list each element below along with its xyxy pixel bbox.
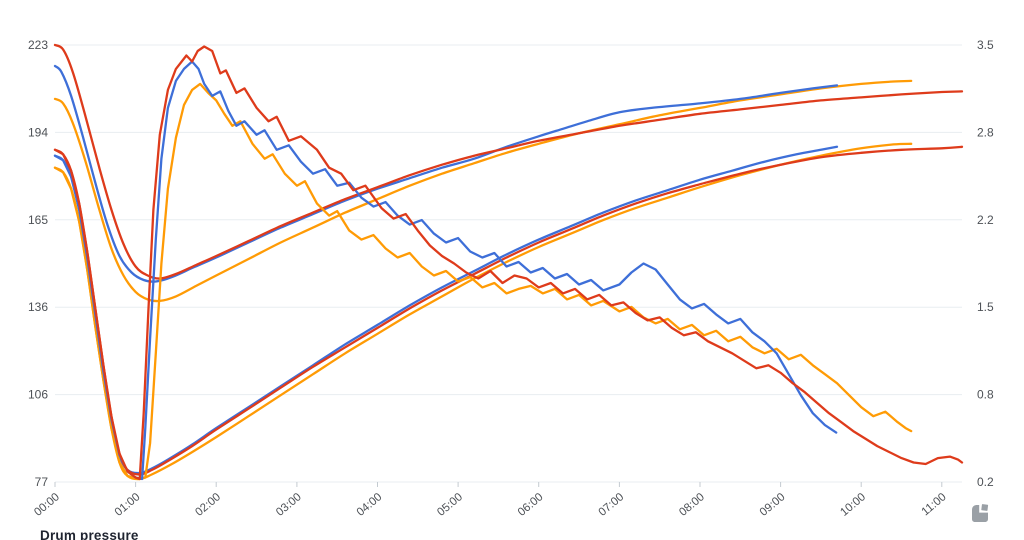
x-tick-label: 05:00 <box>435 491 465 519</box>
series-line-lower-smooth-orange <box>53 142 913 481</box>
x-tick-label: 07:00 <box>597 491 627 519</box>
x-tick-label: 10:00 <box>838 491 868 519</box>
series-line-noisy-red <box>53 45 964 481</box>
x-tick-label: 06:00 <box>516 491 546 519</box>
x-tick-label: 03:00 <box>274 491 304 519</box>
y-right-tick-label: 0.2 <box>977 475 994 489</box>
x-tick-label: 00:00 <box>32 491 62 519</box>
chart-title: Drum pressure <box>40 528 139 540</box>
y-right-tick-label: 0.8 <box>977 388 994 402</box>
y-left-tick-label: 223 <box>28 38 48 52</box>
x-tick-label: 11:00 <box>920 491 949 518</box>
y-right-tick-label: 1.5 <box>977 300 994 314</box>
y-left-tick-label: 106 <box>28 388 48 402</box>
y-left-tick-label: 165 <box>28 213 48 227</box>
y-right-tick-label: 2.2 <box>977 213 994 227</box>
x-tick-label: 04:00 <box>355 491 385 519</box>
x-tick-label: 01:00 <box>113 491 143 519</box>
y-left-tick-label: 194 <box>28 125 48 139</box>
y-right-tick-label: 2.8 <box>977 125 994 139</box>
y-left-tick-label: 136 <box>28 300 48 314</box>
x-tick-label: 09:00 <box>758 491 788 519</box>
losant-logo-icon <box>968 501 992 525</box>
series-line-upper-smooth-red <box>53 43 964 280</box>
series-line-upper-smooth-blue <box>53 64 839 283</box>
y-right-tick-label: 3.5 <box>977 38 994 52</box>
x-tick-label: 02:00 <box>193 491 223 519</box>
y-left-tick-label: 77 <box>35 475 49 489</box>
x-tick-label: 08:00 <box>677 491 707 519</box>
series-line-lower-smooth-blue <box>53 145 839 475</box>
series-line-noisy-orange <box>53 82 913 481</box>
series-line-upper-smooth-orange <box>53 79 913 303</box>
